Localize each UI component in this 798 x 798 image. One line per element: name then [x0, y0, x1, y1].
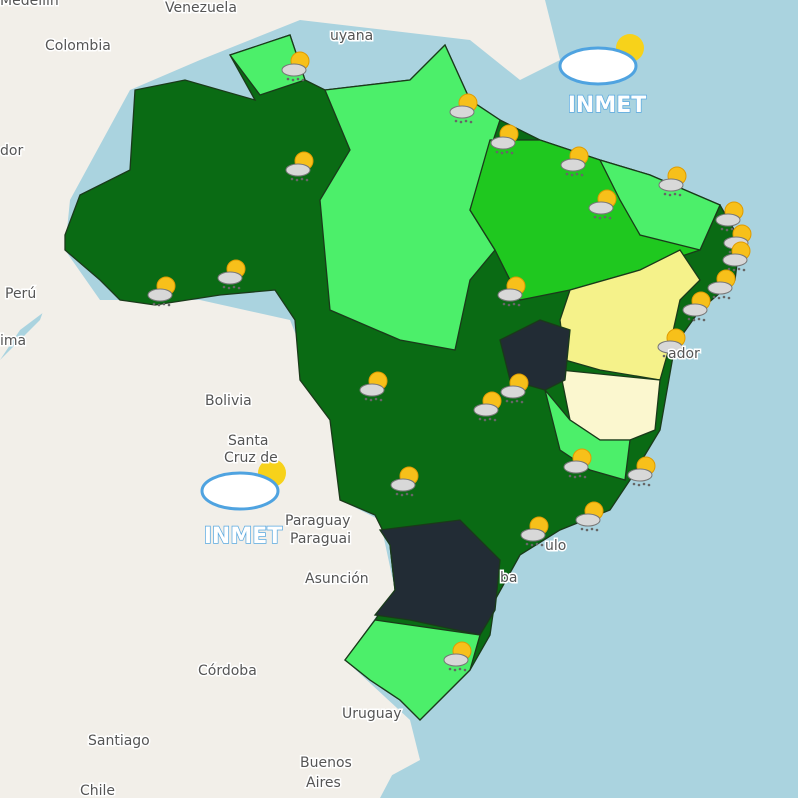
- place-label: Cruz de: [224, 450, 278, 466]
- logo-text: INMET: [204, 524, 283, 549]
- place-label: Buenos: [300, 755, 352, 771]
- place-label: Asunción: [305, 571, 369, 587]
- place-label: Chile: [80, 783, 115, 798]
- inmet-logo: INMET: [200, 457, 288, 550]
- place-label: ador: [668, 346, 700, 362]
- place-label: Santa: [228, 433, 268, 449]
- region: [544, 389, 631, 481]
- inmet-logo: INMET: [558, 32, 647, 119]
- region: [373, 519, 501, 636]
- place-label: Bolivia: [205, 393, 252, 409]
- land: [320, 700, 410, 798]
- place-label: Medellín: [0, 0, 59, 9]
- place-label: uyana: [330, 28, 373, 44]
- logo-text: INMET: [568, 93, 647, 118]
- place-label: ima: [0, 333, 26, 349]
- place-label: Aires: [306, 775, 341, 791]
- region: [344, 619, 481, 721]
- place-label: Córdoba: [198, 663, 257, 679]
- place-label: ulo: [545, 538, 566, 554]
- place-label: Colombia: [45, 38, 111, 54]
- place-label: Perú: [5, 286, 36, 302]
- place-label: Venezuela: [165, 0, 237, 16]
- place-label: Uruguay: [342, 706, 402, 722]
- brazil: [64, 34, 741, 721]
- place-label: dor: [0, 143, 23, 159]
- place-label: Paraguai: [290, 531, 351, 547]
- place-label: Santiago: [88, 733, 150, 749]
- land: [0, 0, 560, 798]
- place-label: ba: [500, 570, 517, 586]
- region: [598, 158, 721, 251]
- region: [228, 34, 306, 96]
- place-label: Paraguay: [285, 513, 350, 529]
- place-labels: Medellín Venezuela Colombia uyana dor Perú ima…: [0, 0, 702, 798]
